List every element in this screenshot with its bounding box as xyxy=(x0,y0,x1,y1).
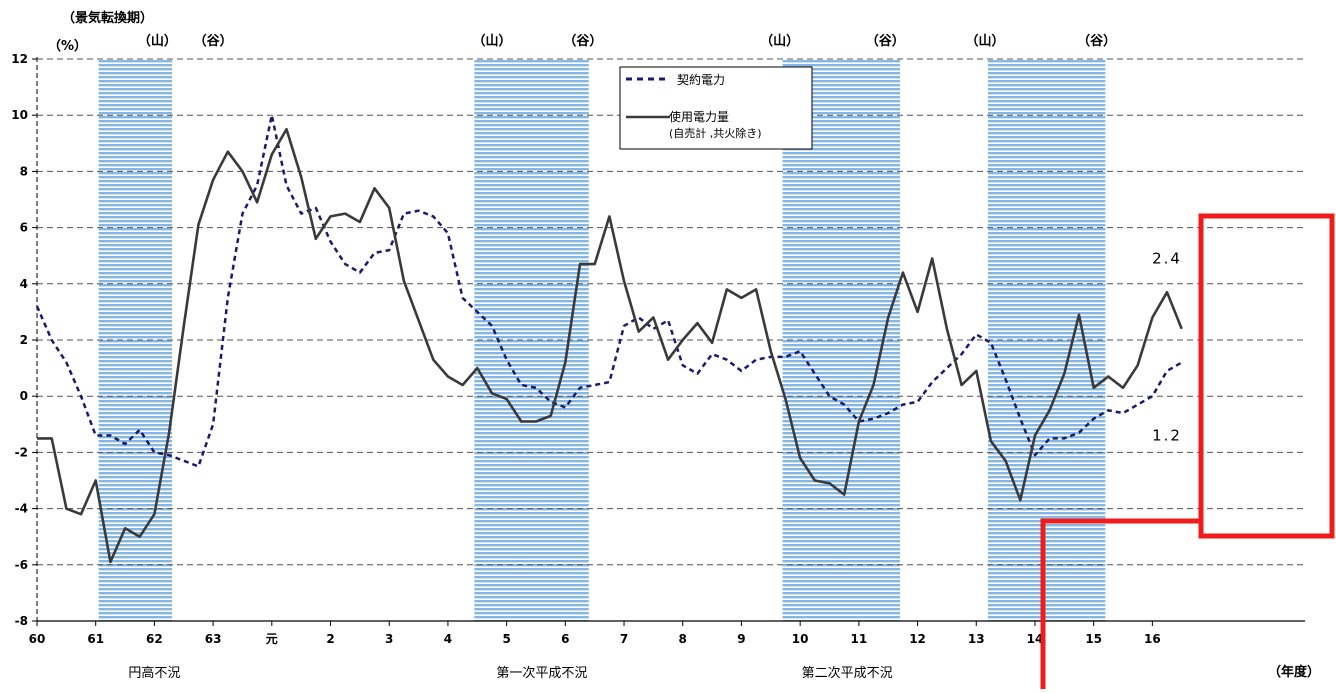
x-tick-label: 63 xyxy=(205,632,222,646)
turning-point-label: （山） xyxy=(138,33,177,49)
y-tick-label: -8 xyxy=(15,614,28,628)
x-tick-label: 5 xyxy=(502,632,510,646)
turning-point-label: （谷） xyxy=(563,33,602,49)
x-tick-label: 62 xyxy=(146,632,163,646)
turning-point-label: （谷） xyxy=(866,33,905,49)
x-tick-label: 15 xyxy=(1085,632,1102,646)
annotations: 2.4 1.2 xyxy=(1152,250,1182,445)
x-tick-label: 3 xyxy=(385,632,393,646)
x-tick-label: 13 xyxy=(968,632,985,646)
period-label: 第一次平成不況 xyxy=(496,665,587,681)
x-tick-label: 12 xyxy=(909,632,926,646)
legend-label-usage: 使用電力量 xyxy=(669,109,729,124)
y-tick-labels: -8 -6 -4 -2 0 2 4 6 8 10 12 xyxy=(11,52,28,628)
period-label: 第二次平成不況 xyxy=(802,665,893,681)
highlight-connector xyxy=(1040,518,1201,689)
x-tick-label: 元 xyxy=(266,632,278,646)
x-tick-label: 4 xyxy=(444,632,452,646)
period-labels: 円高不況 第一次平成不況 第二次平成不況 xyxy=(128,665,892,681)
series-lines xyxy=(35,113,1183,564)
y-tick-label: 12 xyxy=(11,52,28,66)
y-tick-label: 10 xyxy=(11,108,28,122)
data-annotation: 2.4 xyxy=(1152,250,1182,268)
y-tick-label: -4 xyxy=(15,502,28,516)
x-tick-label: 2 xyxy=(326,632,334,646)
y-tick-label: 8 xyxy=(20,164,28,178)
axes: （景気転換期） （%） （年度） xyxy=(48,10,1320,680)
x-tick-label: 16 xyxy=(1144,632,1161,646)
y-tick-label: -6 xyxy=(15,558,28,572)
turning-point-label: （山） xyxy=(760,33,799,49)
x-tick-label: 60 xyxy=(29,632,46,646)
x-unit-label: （年度） xyxy=(1268,664,1320,680)
y-tick-label: 2 xyxy=(20,333,28,347)
turning-point-label: （山） xyxy=(472,33,511,49)
x-tick-label: 8 xyxy=(679,632,687,646)
y-axis-label: （%） xyxy=(48,38,87,54)
x-tick-label: 11 xyxy=(851,632,868,646)
turning-point-label: （谷） xyxy=(194,33,233,49)
y-tick-label: 0 xyxy=(20,389,28,403)
legend-label-usage-line2: (自売計 ,共火除き) xyxy=(669,126,762,140)
gridlines xyxy=(32,57,1305,622)
x-tick-labels: 60 61 62 63 元 2 3 4 5 6 7 8 9 10 11 12 13 14 15 16 xyxy=(29,621,1161,646)
turning-point-label: （谷） xyxy=(1077,33,1116,49)
highlight-box xyxy=(1198,213,1335,539)
x-tick-label: 6 xyxy=(561,632,569,646)
turning-point-label: （山） xyxy=(966,33,1005,49)
legend-box xyxy=(619,66,813,150)
y-tick-label: -2 xyxy=(15,445,28,459)
legend: 契約電力 使用電力量 (自売計 ,共火除き) xyxy=(619,66,813,150)
x-tick-label: 7 xyxy=(620,632,628,646)
turning-point-labels: （山） （谷） （山） （谷） （山） （谷） （山） （谷） xyxy=(138,33,1116,49)
highlight-overlay xyxy=(1040,213,1335,689)
y-tick-label: 6 xyxy=(20,221,28,235)
y-unit-label: （景気転換期） xyxy=(62,10,153,26)
y-tick-label: 4 xyxy=(20,277,28,291)
period-label: 円高不況 xyxy=(128,665,180,681)
x-tick-label: 9 xyxy=(737,632,745,646)
x-tick-label: 10 xyxy=(792,632,809,646)
series-line-usage xyxy=(37,128,1183,564)
legend-label-contract-power: 契約電力 xyxy=(677,72,725,87)
x-tick-label: 61 xyxy=(87,632,104,646)
data-annotation: 1.2 xyxy=(1152,427,1182,445)
x-tick-label: 14 xyxy=(1027,632,1044,646)
